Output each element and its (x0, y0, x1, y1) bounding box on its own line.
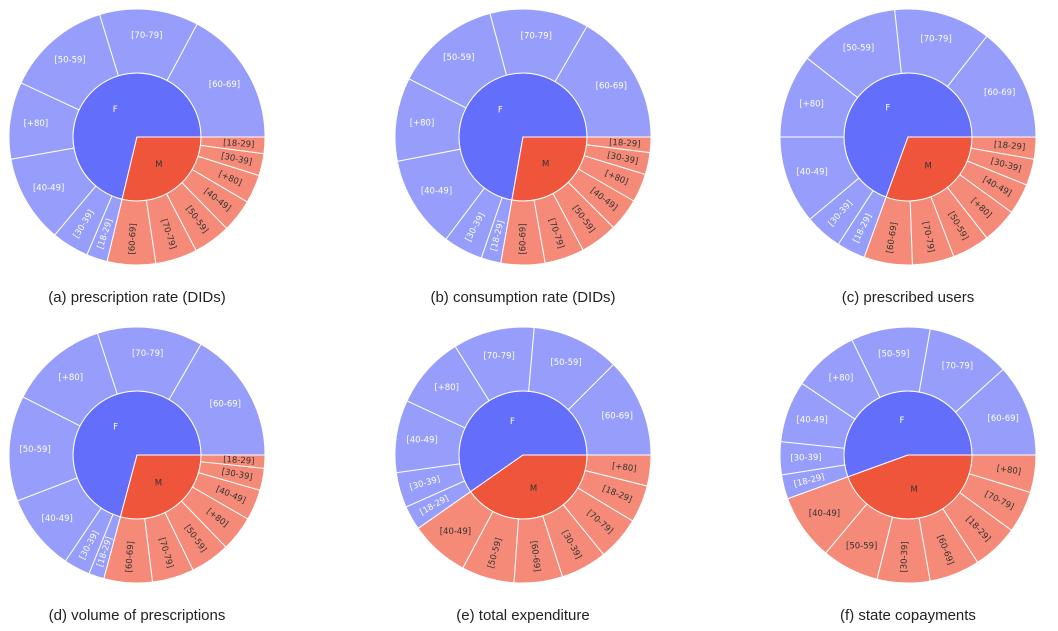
segment-label: [60-69] (209, 80, 240, 90)
segment-label: [50-59] (550, 358, 581, 368)
segment-label: M (542, 159, 549, 169)
sunburst: F[60-69][70-79][50-59][+80][40-49][30-39… (394, 8, 652, 266)
caption: (d) volume of prescriptions (49, 607, 226, 624)
segment-label: [18-29] (609, 138, 641, 150)
caption: (f) state copayments (840, 607, 976, 624)
segment-label: [+80] (829, 374, 854, 384)
segment-label: [40-49] (421, 187, 452, 197)
segment-label: [70-79] (521, 31, 552, 41)
sunburst: F [60-69] [70-79] [50-59] [+80] [40-49] [30-39… (779, 326, 1037, 584)
segment-label: [60-69] (528, 540, 542, 572)
outer-segment (200, 454, 266, 469)
segment-label: [60-69] (519, 223, 529, 254)
segment-label: [40-49] (809, 509, 840, 519)
segment-label: F (113, 423, 118, 433)
segment-label: [70-79] (132, 349, 163, 359)
segment-label: [18-29] (223, 455, 255, 467)
segment-label: [18-29] (994, 140, 1026, 153)
segment-label: [60-69] (602, 411, 633, 421)
segment-label: M (155, 160, 162, 170)
segment-label: [40-49] (33, 184, 64, 194)
sunburst: F[60-69][70-79][+80][50-59][40-49][30-39… (8, 326, 266, 584)
segment-label: [50-59] (443, 53, 474, 63)
segment-label: F (899, 416, 904, 426)
segment-label: [60-69] (885, 222, 900, 255)
segment-label: [50-59] (878, 349, 909, 359)
segment-label: [50-59] (843, 43, 874, 53)
segment-label: [50-59] (846, 541, 877, 551)
segment-label: [40-49] (406, 435, 437, 445)
caption: (e) total expenditure (456, 607, 589, 624)
segment-label: [70-79] (131, 31, 162, 41)
segment-label: [60-69] (124, 541, 136, 573)
segment-label: [60-69] (210, 400, 241, 410)
segment-label: [+80] (799, 99, 824, 109)
caption: (c) prescribed users (842, 289, 975, 306)
segment-label: [+80] (996, 464, 1022, 478)
segment-label: [60-69] (988, 414, 1019, 424)
segment-label: [+80] (410, 118, 435, 128)
segment-label: [50-59] (19, 445, 50, 455)
segment-label: [40-49] (440, 527, 471, 537)
segment-label: F (510, 417, 515, 427)
segment-label: [30-39] (790, 453, 822, 464)
sunburst: F[60-69][70-79][50-59][+80][40-49][30-39… (779, 8, 1037, 266)
caption: (b) consumption rate (DIDs) (430, 289, 615, 306)
segment-label: [+80] (24, 119, 49, 129)
caption: (a) prescription rate (DIDs) (48, 289, 226, 306)
segment-label: [50-59] (54, 56, 85, 66)
segment-label: M (530, 484, 537, 494)
sunburst: F[60-69][70-79][50-59][+80][40-49][30-39… (8, 8, 266, 266)
outer-segment (968, 454, 1037, 494)
outer-segment (970, 136, 1037, 160)
segment-label: [70-79] (942, 361, 973, 371)
segment-label: [+80] (611, 461, 637, 474)
segment-label: [+80] (58, 373, 83, 383)
segment-label: [18-29] (223, 138, 255, 150)
segment-label: M (910, 485, 917, 495)
segment-label: [+80] (434, 383, 459, 393)
segment-label: M (155, 478, 162, 488)
segment-label: M (925, 161, 932, 171)
segment-label: F (885, 104, 890, 114)
segment-label: [60-69] (596, 82, 627, 92)
outer-segment (199, 136, 266, 155)
segment-label: [60-69] (127, 223, 138, 255)
segment-label: [40-49] (42, 514, 73, 524)
sunburst: F[60-69][50-59][70-79][+80][40-49][30-39… (394, 326, 652, 584)
segment-label: [70-79] (484, 351, 515, 361)
outer-segment (584, 454, 652, 487)
segment-label: [40-49] (796, 416, 827, 426)
segment-label: [40-49] (796, 167, 827, 177)
outer-segment (585, 136, 652, 154)
segment-label: F (498, 106, 503, 116)
segment-label: [60-69] (984, 88, 1015, 98)
segment-label: F (113, 105, 118, 115)
segment-label: [70-79] (920, 34, 951, 44)
segment-label: [30-39] (899, 541, 910, 573)
